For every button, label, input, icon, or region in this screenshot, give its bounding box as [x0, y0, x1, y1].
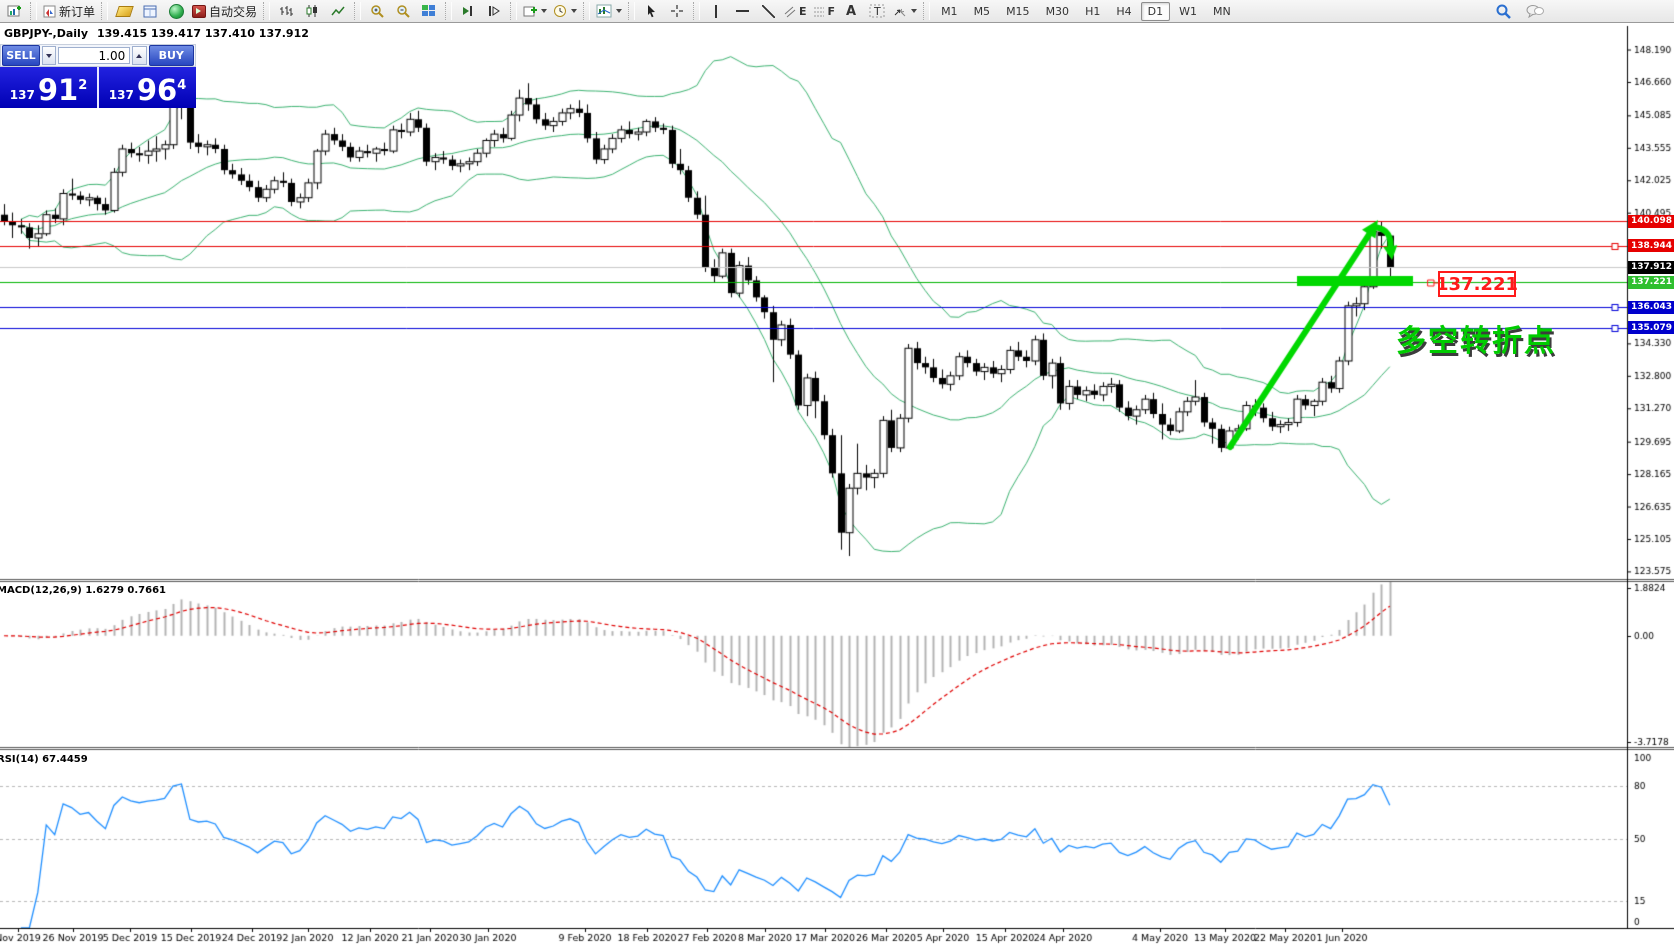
buy-price-small: 137 [108, 88, 134, 102]
svg-text:T: T [873, 5, 881, 18]
data-window-icon[interactable] [138, 2, 162, 21]
tiles-icon [422, 5, 436, 17]
navigator-sphere-icon [168, 3, 184, 19]
search-icon[interactable] [1491, 2, 1515, 21]
macd-indicator-label: MACD(12,26,9) 1.6279 0.7661 [0, 585, 166, 596]
period-dropdown[interactable] [551, 2, 579, 21]
channel-letter: E [799, 4, 807, 18]
chart-title: GBPJPY-,Daily 139.415 139.417 137.410 137… [4, 27, 309, 40]
sell-price-sup: 2 [78, 78, 88, 93]
auto-scroll-icon[interactable] [456, 2, 480, 21]
trendline-glyph [761, 4, 775, 18]
chevron-down-icon [911, 9, 918, 13]
timeframe-m5[interactable]: M5 [973, 4, 991, 18]
chevron-down-icon [46, 53, 53, 58]
rsi-indicator-label: RSI(14) 67.4459 [0, 754, 88, 765]
autotrading-label: 自动交易 [209, 4, 258, 19]
price-tag-137.221: 137.221 [1628, 275, 1674, 289]
timeframe-m15[interactable]: M15 [1006, 4, 1030, 18]
toolbar-separator [101, 2, 109, 20]
buy-price-big: 96 [136, 73, 178, 107]
toolbar-separator [445, 2, 453, 20]
text-label-icon[interactable]: T [865, 2, 889, 21]
channel-icon[interactable]: E [782, 2, 809, 21]
cursor-icon[interactable] [639, 2, 663, 21]
toolbar: 新订单 自动交易 [0, 0, 1674, 23]
sell-price-display[interactable]: 137 91 2 [0, 67, 99, 108]
chevron-up-icon [136, 53, 143, 58]
toolbar-separator [263, 2, 271, 20]
timeframe-m30[interactable]: M30 [1045, 4, 1070, 18]
sell-price-small: 137 [9, 88, 35, 102]
hline-glyph [735, 10, 749, 12]
vertical-line-icon[interactable] [704, 2, 728, 21]
turning-point-annotation[interactable]: 多空转折点 [1396, 324, 1556, 359]
timeframe-w1[interactable]: W1 [1179, 4, 1197, 18]
autotrading-icon [192, 4, 207, 18]
text-letter: A [846, 3, 857, 19]
crosshair-icon[interactable] [665, 2, 689, 21]
shapes-dropdown[interactable] [891, 2, 919, 21]
chevron-down-icon [616, 9, 623, 13]
chevron-down-icon [571, 9, 578, 13]
one-click-trade-panel: SELL BUY 137 91 2 137 96 4 [0, 44, 196, 108]
volume-increase-button[interactable] [132, 46, 147, 65]
toolbar-separator [628, 2, 636, 20]
volume-input[interactable] [58, 47, 131, 64]
toolbar-separator [923, 2, 931, 20]
new-order-dropdown[interactable] [521, 2, 549, 21]
timeframe-h1[interactable]: H1 [1085, 4, 1101, 18]
market-watch-icon[interactable] [112, 2, 136, 21]
text-icon[interactable]: A [839, 2, 863, 21]
new-order-button[interactable]: 新订单 [41, 2, 97, 21]
fibonacci-icon[interactable]: F [811, 2, 838, 21]
gold-icon [114, 5, 134, 17]
sell-price-big: 91 [37, 73, 79, 107]
price-tag-140.098: 140.098 [1628, 214, 1674, 228]
trade-controls-row: SELL BUY [0, 44, 196, 67]
chat-icon[interactable] [1523, 2, 1547, 21]
price-tag-136.043: 136.043 [1628, 300, 1674, 314]
timeframe-m1[interactable]: M1 [941, 4, 958, 18]
toolbar-separator [354, 2, 362, 20]
volume-decrease-button[interactable] [41, 46, 57, 65]
ohlc-values: 139.415 139.417 137.410 137.912 [97, 27, 309, 40]
new-chart-icon[interactable] [2, 2, 26, 21]
indicators-dropdown[interactable] [594, 2, 624, 21]
toolbar-separator [583, 2, 591, 20]
toolbar-separator [510, 2, 518, 20]
support-price-annotation[interactable]: 137.221 [1436, 271, 1518, 297]
tile-windows-icon[interactable] [417, 2, 441, 21]
trendline-icon[interactable] [756, 2, 780, 21]
buy-price-sup: 4 [177, 78, 187, 93]
timeframe-mn[interactable]: MN [1212, 4, 1231, 18]
sell-button[interactable]: SELL [2, 45, 40, 66]
new-order-label: 新订单 [59, 4, 96, 19]
navigator-icon[interactable] [164, 2, 188, 21]
chevron-down-icon [541, 9, 548, 13]
fibonacci-letter: F [827, 4, 836, 18]
zoom-in-icon[interactable] [365, 2, 389, 21]
bar-chart-icon[interactable] [274, 2, 298, 21]
autotrading-button[interactable]: 自动交易 [190, 2, 259, 21]
price-tag-138.944: 138.944 [1628, 239, 1674, 253]
price-tag-137.912: 137.912 [1628, 260, 1674, 274]
toolbar-separator [693, 2, 701, 20]
toolbar-separator [30, 2, 37, 20]
timeframe-h4[interactable]: H4 [1116, 4, 1132, 18]
buy-button[interactable]: BUY [148, 45, 194, 66]
buy-price-display[interactable]: 137 96 4 [99, 67, 196, 108]
horizontal-line-icon[interactable] [730, 2, 754, 21]
chart-shift-icon[interactable] [482, 2, 506, 21]
zoom-out-icon[interactable] [391, 2, 415, 21]
vline-glyph [715, 4, 718, 18]
trade-prices-row: 137 91 2 137 96 4 [0, 67, 196, 108]
price-tag-135.079: 135.079 [1628, 321, 1674, 334]
candlestick-chart-icon[interactable] [300, 2, 324, 21]
line-chart-icon[interactable] [326, 2, 350, 21]
symbol-period-label: GBPJPY-,Daily [4, 27, 88, 40]
timeframe-d1[interactable]: D1 [1140, 1, 1171, 21]
